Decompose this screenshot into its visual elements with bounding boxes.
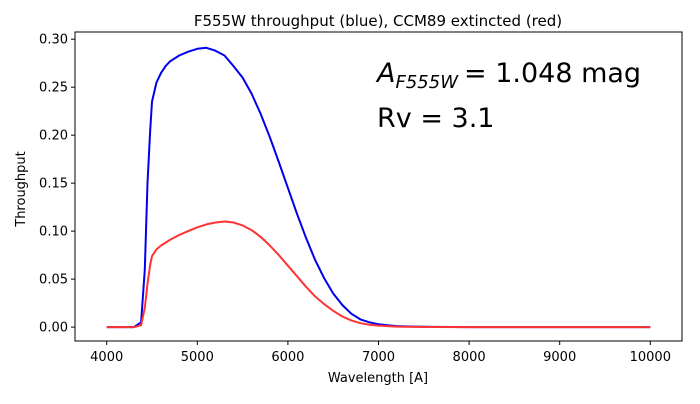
series-line-2	[106, 220, 651, 329]
annotation-extinction-subscript: F555W	[395, 72, 459, 93]
x-axis: 4000 5000 6000 7000 8000 9000 10000	[90, 341, 671, 365]
x-tick-label: 7000	[362, 350, 395, 365]
x-axis-label: Wavelength [A]	[328, 371, 428, 386]
y-tick-label: 0.10	[39, 225, 68, 240]
x-tick-label: 6000	[271, 350, 304, 365]
y-axis: 0.00 0.05 0.10 0.15 0.20 0.25 0.30	[39, 33, 75, 336]
y-axis-label: Throughput	[14, 151, 29, 228]
annotation-rv: Rv = 3.1	[377, 103, 494, 134]
series-line-1	[106, 46, 651, 329]
x-tick-label: 9000	[543, 350, 576, 365]
y-tick-label: 0.30	[39, 33, 68, 48]
y-tick-label: 0.05	[39, 273, 68, 288]
annotation-extinction-value: = 1.048 mag	[464, 58, 641, 89]
y-tick-label: 0.00	[39, 321, 68, 336]
x-tick-label: 8000	[453, 350, 486, 365]
annotation-extinction-symbol: A	[375, 58, 395, 89]
x-tick-label: 10000	[630, 350, 671, 365]
annotation-extinction: AF555W = 1.048 mag	[375, 58, 641, 93]
chart-title: F555W throughput (blue), CCM89 extincted…	[194, 12, 562, 30]
y-tick-label: 0.15	[39, 177, 68, 192]
y-tick-label: 0.25	[39, 81, 68, 96]
series-layer	[106, 46, 651, 329]
x-tick-label: 5000	[181, 350, 214, 365]
x-tick-label: 4000	[90, 350, 123, 365]
y-tick-label: 0.20	[39, 129, 68, 144]
